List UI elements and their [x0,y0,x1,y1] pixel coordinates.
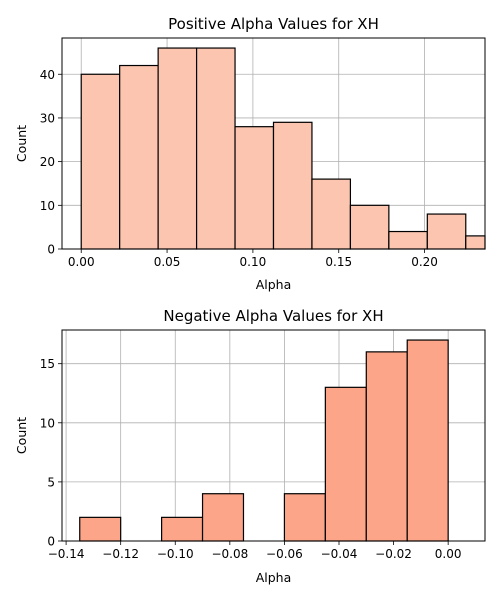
y-axis-label: Count [14,125,29,162]
y-tick-label: 40 [40,68,55,82]
y-tick-label: 0 [47,243,55,257]
histogram-bar [465,235,486,250]
x-tick-label: 0.15 [325,255,352,269]
y-tick-label: 30 [40,111,55,125]
y-axis-ticks: 0 10 20 30 40 [40,68,62,257]
x-tick-label: −0.02 [375,547,412,561]
x-tick-label: 0.00 [435,547,462,561]
x-tick-label: 0.20 [411,255,438,269]
y-tick-label: 20 [40,155,55,169]
x-tick-label: −0.10 [157,547,194,561]
histogram-bar [349,204,390,250]
histogram-bars [79,339,449,542]
histogram-bar [119,64,159,250]
histogram-bar [234,126,275,250]
x-tick-label: −0.14 [48,547,85,561]
x-tick-label: 0.00 [68,255,95,269]
histogram-bar [201,493,245,542]
x-tick-label: 0.10 [240,255,267,269]
x-tick-label: −0.12 [102,547,139,561]
x-axis-label: Alpha [256,277,292,292]
histogram-bar [272,121,313,250]
x-tick-label: −0.08 [211,547,248,561]
histogram-bar [388,230,428,250]
histogram-bar [161,516,204,542]
histogram-bar [311,178,352,250]
histogram-bar [426,213,467,250]
histogram-bar [157,47,198,250]
x-tick-label: −0.06 [266,547,303,561]
y-tick-label: 10 [40,199,55,213]
histogram-bar [406,339,449,542]
chart-title: Positive Alpha Values for XH [168,15,379,33]
y-axis-label: Count [14,417,29,454]
chart-title: Negative Alpha Values for XH [163,307,383,325]
y-axis-ticks: 0 5 10 15 [40,357,62,549]
y-tick-label: 0 [47,535,55,549]
histogram-bar [195,47,236,250]
x-tick-label: 0.05 [154,255,181,269]
plot-frame [61,329,486,542]
histogram-bar [324,386,367,542]
x-axis-ticks: 0.00 0.05 0.10 0.15 0.20 [68,249,438,269]
x-axis-ticks: −0.14 −0.12 −0.10 −0.08 −0.06 −0.04 −0.02 0.00 [48,541,462,561]
histogram-bar [365,351,408,542]
histogram-bar [80,73,121,250]
y-tick-label: 5 [47,475,55,489]
histogram-bar [79,516,122,542]
histogram-bar [283,493,326,542]
negative-alpha-chart: Negative Alpha Values for XH −0.14 −0.12−… [14,307,486,585]
x-axis-label: Alpha [256,570,292,585]
y-tick-label: 15 [40,357,55,371]
y-tick-label: 10 [40,416,55,430]
plot-frame [61,37,486,250]
positive-alpha-chart: Positive Alpha Values for XH 0.00 0.05 0.1… [14,15,486,292]
x-tick-label: −0.04 [321,547,358,561]
